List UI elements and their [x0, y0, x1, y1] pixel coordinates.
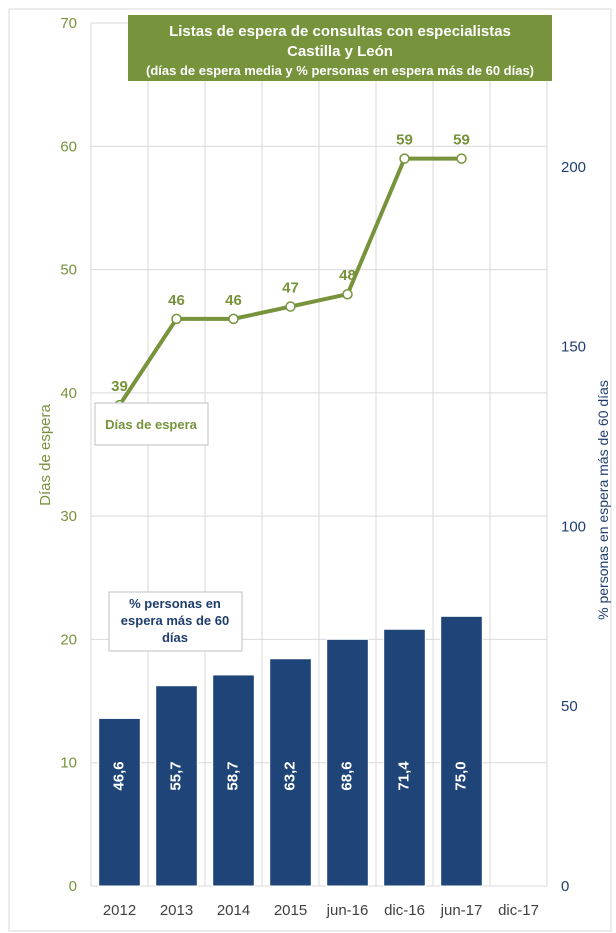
line-point [285, 301, 296, 312]
legend-line-label: Días de espera [105, 417, 198, 432]
chart-title-line-1: Listas de espera de consultas con especi… [169, 23, 511, 40]
bar [326, 638, 369, 887]
y-left-tick-label: 60 [60, 138, 77, 155]
y-left-tick-label: 50 [60, 262, 77, 279]
chart-title-background [128, 15, 552, 81]
bar-value-label: 46,6 [110, 761, 127, 790]
chart-title: Listas de espera de consultas con especi… [128, 15, 552, 81]
line-value-label: 46 [225, 292, 242, 309]
legend-line-box: Días de espera [94, 402, 209, 446]
legend-bar-box-frame [108, 591, 243, 652]
line-point [399, 153, 410, 164]
bar-value-label: 71,4 [395, 761, 412, 791]
line-value-label: 39 [111, 378, 128, 395]
legend-bar-label-line-3: días [162, 630, 188, 645]
bar-value-label: 63,2 [281, 761, 298, 790]
line-value-label: 46 [168, 292, 185, 309]
y-left-tick-label: 30 [60, 508, 77, 525]
bar-series: 46,6 55,7 58,7 63,2 68,6 71,4 75,0 [98, 615, 483, 887]
x-tick-label: dic-17 [498, 902, 539, 919]
bar-value-label: 55,7 [167, 761, 184, 790]
line-value-label: 59 [396, 132, 413, 149]
bar-value-label: 75,0 [452, 761, 469, 790]
x-tick-label: 2012 [103, 902, 136, 919]
bar [98, 717, 141, 887]
chart-title-line-2: Castilla y León [287, 43, 393, 60]
y-right-tick-label: 200 [561, 159, 586, 176]
legend-bar-label-line-1: % personas en [129, 596, 221, 611]
y-left-tick-label: 40 [60, 385, 77, 402]
line-point [171, 313, 182, 325]
bar [440, 615, 483, 887]
x-tick-label: 2013 [160, 902, 193, 919]
bar [383, 628, 426, 887]
axes: 0 10 20 30 40 50 60 70 0 50 100 150 200 2012 2013 2014 2… [37, 15, 611, 919]
y-left-axis-title: Días de espera [37, 403, 54, 505]
legend-bar-box: % personas en espera más de 60 días [108, 591, 243, 652]
line-value-label: 48 [339, 267, 356, 284]
bar [212, 674, 255, 887]
line-value-label: 47 [282, 280, 299, 297]
line-value-label: 59 [453, 132, 470, 149]
line-point [228, 313, 239, 325]
line-series: 39 46 46 47 48 59 59 [111, 132, 470, 411]
x-tick-label: 2014 [217, 902, 250, 919]
x-tick-label: 2015 [274, 902, 307, 919]
bar [269, 658, 312, 887]
y-left-tick-label: 70 [60, 15, 77, 32]
y-left-tick-label: 0 [69, 878, 77, 895]
bar [155, 685, 198, 887]
bar-value-label: 58,7 [224, 761, 241, 790]
y-left-tick-label: 10 [60, 755, 77, 772]
line-point [456, 153, 467, 164]
y-right-tick-label: 0 [561, 878, 569, 895]
line-point [342, 288, 353, 300]
y-right-tick-label: 150 [561, 339, 586, 356]
y-left-tick-label: 20 [60, 631, 77, 648]
bar-value-label: 68,6 [338, 761, 355, 790]
x-tick-label: jun-16 [326, 902, 369, 919]
x-tick-label: dic-16 [384, 902, 425, 919]
y-right-axis-title: % personas en espera más de 60 días [595, 380, 611, 620]
legend-line-box-frame [94, 402, 209, 446]
x-tick-label: jun-17 [440, 902, 483, 919]
chart-title-line-3: (días de espera media y % personas en es… [146, 63, 534, 78]
legend-bar-label-line-2: espera más de 60 [121, 613, 229, 628]
y-right-tick-label: 100 [561, 518, 586, 535]
y-right-tick-label: 50 [561, 698, 578, 715]
